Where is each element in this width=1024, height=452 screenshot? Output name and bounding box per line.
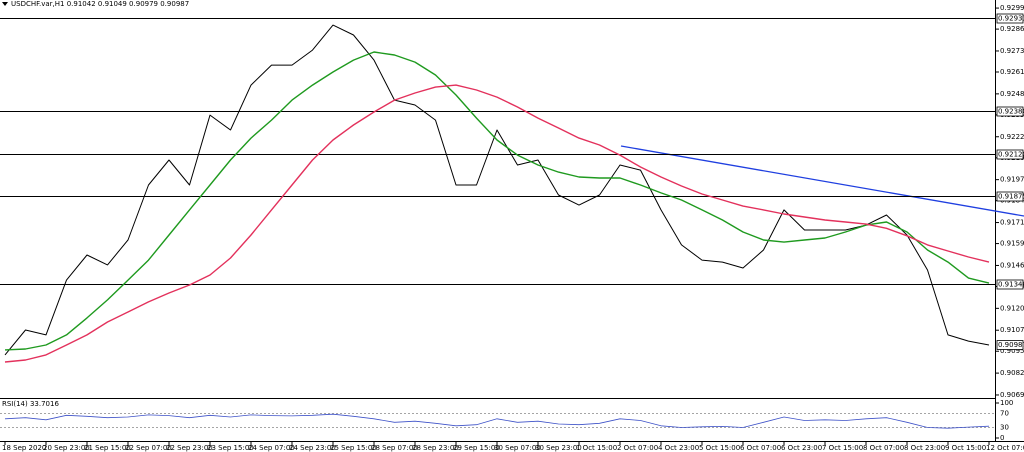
trend-line <box>620 145 1024 217</box>
level-label-box <box>996 279 1024 290</box>
x-tick-label: 22 Sep 07:00 <box>125 444 172 452</box>
x-tick-label: 23 Sep 15:00 <box>207 444 254 452</box>
x-tick-label: 6 Oct 07:00 <box>740 444 781 452</box>
y-tick-label: 0.92865 <box>1000 25 1024 33</box>
y-tick-label: 0.92225 <box>1000 133 1024 141</box>
y-tick-label: 0.91075 <box>1000 326 1024 334</box>
x-tick-label: 28 Sep 07:00 <box>371 444 418 452</box>
rsi-tick-label: 70 <box>1000 410 1009 418</box>
rsi-title: RSI(14) 33.7016 <box>2 400 59 408</box>
rsi-tick-label: 30 <box>1000 424 1009 432</box>
y-tick-label: 0.92735 <box>1000 47 1024 55</box>
level-label-box <box>996 191 1024 202</box>
moving-average <box>4 84 990 363</box>
x-tick-label: 5 Oct 15:00 <box>699 444 740 452</box>
x-tick-label: 24 Sep 23:00 <box>289 444 336 452</box>
level-label-box <box>996 149 1024 160</box>
x-tick-label: 29 Sep 15:00 <box>453 444 500 452</box>
x-tick-label: 7 Oct 15:00 <box>822 444 863 452</box>
level-label: 0.91875 <box>998 193 1024 201</box>
price-line <box>4 24 990 356</box>
y-tick-label: 0.90690 <box>1000 391 1024 399</box>
x-tick-label: 22 Sep 23:00 <box>166 444 213 452</box>
moving-average <box>4 51 990 351</box>
x-tick-label: 30 Sep 07:00 <box>494 444 541 452</box>
x-tick-label: 24 Sep 07:00 <box>248 444 295 452</box>
x-tick-label: 4 Oct 23:00 <box>658 444 699 452</box>
level-label-box <box>996 106 1024 117</box>
x-tick-label: 2 Oct 07:00 <box>617 444 658 452</box>
chart-title: USDCHF.var,H1 0.91042 0.91049 0.90979 0.… <box>11 0 189 8</box>
level-label: 0.91348 <box>998 281 1024 289</box>
rsi-tick-label: 100 <box>1000 399 1013 407</box>
rsi-tick-label: 0 <box>1000 434 1004 442</box>
x-tick-label: 20 Sep 23:00 <box>43 444 90 452</box>
rsi-line <box>4 413 990 429</box>
y-tick-label: 0.91205 <box>1000 304 1024 312</box>
x-tick-label: 28 Sep 23:00 <box>412 444 459 452</box>
last-price-label: 0.90987 <box>998 341 1024 349</box>
x-tick-label: 8 Oct 23:00 <box>904 444 945 452</box>
last-price-box <box>996 340 1024 350</box>
x-tick-label: 9 Oct 15:00 <box>945 444 986 452</box>
x-tick-label: 30 Sep 23:00 <box>535 444 582 452</box>
x-tick-label: 18 Sep 2020 <box>2 444 46 452</box>
level-label: 0.92933 <box>998 15 1024 23</box>
collapse-icon[interactable] <box>2 2 8 6</box>
x-tick-label: 21 Sep 15:00 <box>84 444 131 452</box>
x-tick-label: 25 Sep 15:00 <box>330 444 377 452</box>
level-label-box <box>996 13 1024 24</box>
x-tick-label: 1 Oct 15:00 <box>576 444 617 452</box>
y-tick-label: 0.91715 <box>1000 219 1024 227</box>
x-tick-label: 12 Oct 07:00 <box>986 444 1024 452</box>
x-tick-label: 8 Oct 07:00 <box>863 444 904 452</box>
x-tick-label: 6 Oct 23:00 <box>781 444 822 452</box>
